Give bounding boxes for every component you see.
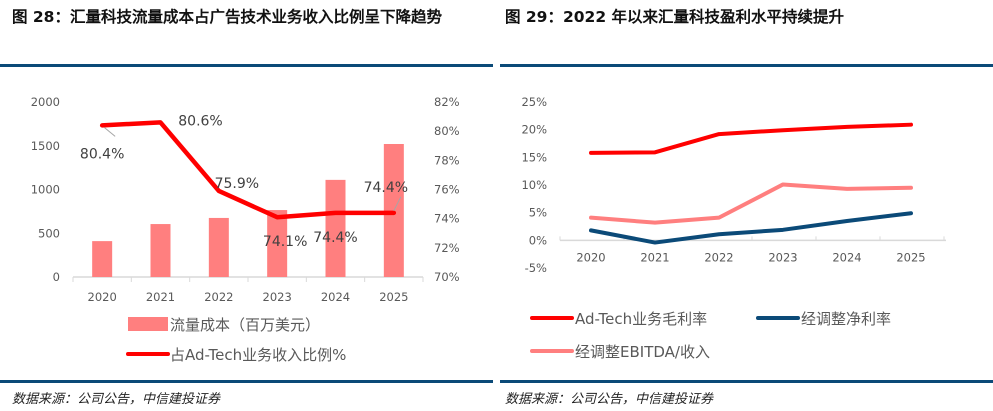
bar-traffic-cost-2021 [150,224,171,277]
chart-traffic-cost: 0 500 1000 1500 2000 70% 72% 74% 76% 78% 80% 82% 202… [31,95,460,364]
legend-label-adjusted-ebitda-ratio: 经调整EBITDA/收入 [575,343,710,361]
left-axis-tick-label: 0 [53,270,60,284]
bar-traffic-cost-2020 [92,241,113,277]
y-axis-tick-label: 20% [521,123,547,137]
x-axis-tick-label: 2021 [146,290,175,304]
legend-label-adjusted-net-margin: 经调整净利率 [801,310,891,328]
legend-label-adtech-gross-margin: Ad-Tech业务毛利率 [575,310,707,328]
title-divider-left [0,64,493,67]
line-adtech-revenue-share [99,120,397,220]
line-adjusted-net-margin [589,211,913,245]
y-axis-tick-label: 25% [521,95,547,109]
x-axis-tick-label: 2024 [832,250,861,264]
bar-traffic-cost-2023 [267,210,288,277]
right-axis-tick-label: 72% [434,241,460,255]
y-axis-tick-label: 0% [529,233,547,247]
bar-traffic-cost-2024 [325,179,346,277]
source-divider-left [0,380,493,383]
x-axis-tick-label: 2025 [896,250,925,264]
legend-label-revenue-share: 占Ad-Tech业务收入比例% [170,346,346,364]
y-axis-tick-label: 5% [529,206,547,220]
source-divider-right [500,380,993,383]
x-axis-tick-label: 2025 [379,290,408,304]
y-axis-tick-label: 10% [521,178,547,192]
right-axis-tick-label: 70% [434,270,460,284]
left-axis-tick-label: 2000 [31,95,60,109]
line-adtech-gross-margin [589,122,913,155]
x-axis-tick-label: 2021 [640,250,669,264]
data-label-share: 74.1% [263,234,307,250]
right-axis-tick-label: 82% [434,95,460,109]
data-label-share: 75.9% [215,176,259,192]
legend-swatch-traffic-cost [128,317,168,331]
figure-28-source: 数据来源：公司公告，中信建投证券 [12,392,221,407]
x-axis-tick-label: 2024 [321,290,350,304]
data-label-share: 74.4% [364,180,408,196]
data-label-share: 74.4% [313,230,357,246]
x-axis-tick-label: 2020 [88,290,117,304]
figure-29-source: 数据来源：公司公告，中信建投证券 [505,392,714,407]
legend-label-traffic-cost: 流量成本（百万美元） [170,316,320,334]
bar-traffic-cost-2022 [208,217,229,277]
left-axis-tick-label: 1500 [31,139,60,153]
figure-28-title: 图 28：汇量科技流量成本占广告技术业务收入比例呈下降趋势 [12,8,442,26]
data-label-share: 80.6% [178,113,222,129]
left-axis-tick-label: 500 [38,226,60,240]
chart-profitability: -5% 0% 5% 10% 15% 20% 25% 2020 2021 2022 2023 2024 2… [521,95,946,361]
title-divider-right [500,64,993,67]
y-axis-tick-label: 15% [521,150,547,164]
right-axis-tick-label: 80% [434,124,460,138]
y-axis-tick-label: -5% [525,261,547,275]
x-axis-tick-label: 2022 [704,250,733,264]
right-axis-tick-label: 78% [434,153,460,167]
x-axis-tick-label: 2020 [576,250,605,264]
data-label-share: 80.4% [80,146,124,162]
x-axis-tick-label: 2023 [263,290,292,304]
line-adjusted-ebitda-ratio [589,182,913,225]
right-axis-tick-label: 74% [434,212,460,226]
x-axis-tick-label: 2023 [768,250,797,264]
figure-29-title: 图 29：2022 年以来汇量科技盈利水平持续提升 [505,8,845,26]
left-axis-tick-label: 1000 [31,183,60,197]
leader-line [103,126,116,137]
leader-line [393,196,402,212]
x-axis-tick-label: 2022 [204,290,233,304]
right-axis-tick-label: 76% [434,183,460,197]
